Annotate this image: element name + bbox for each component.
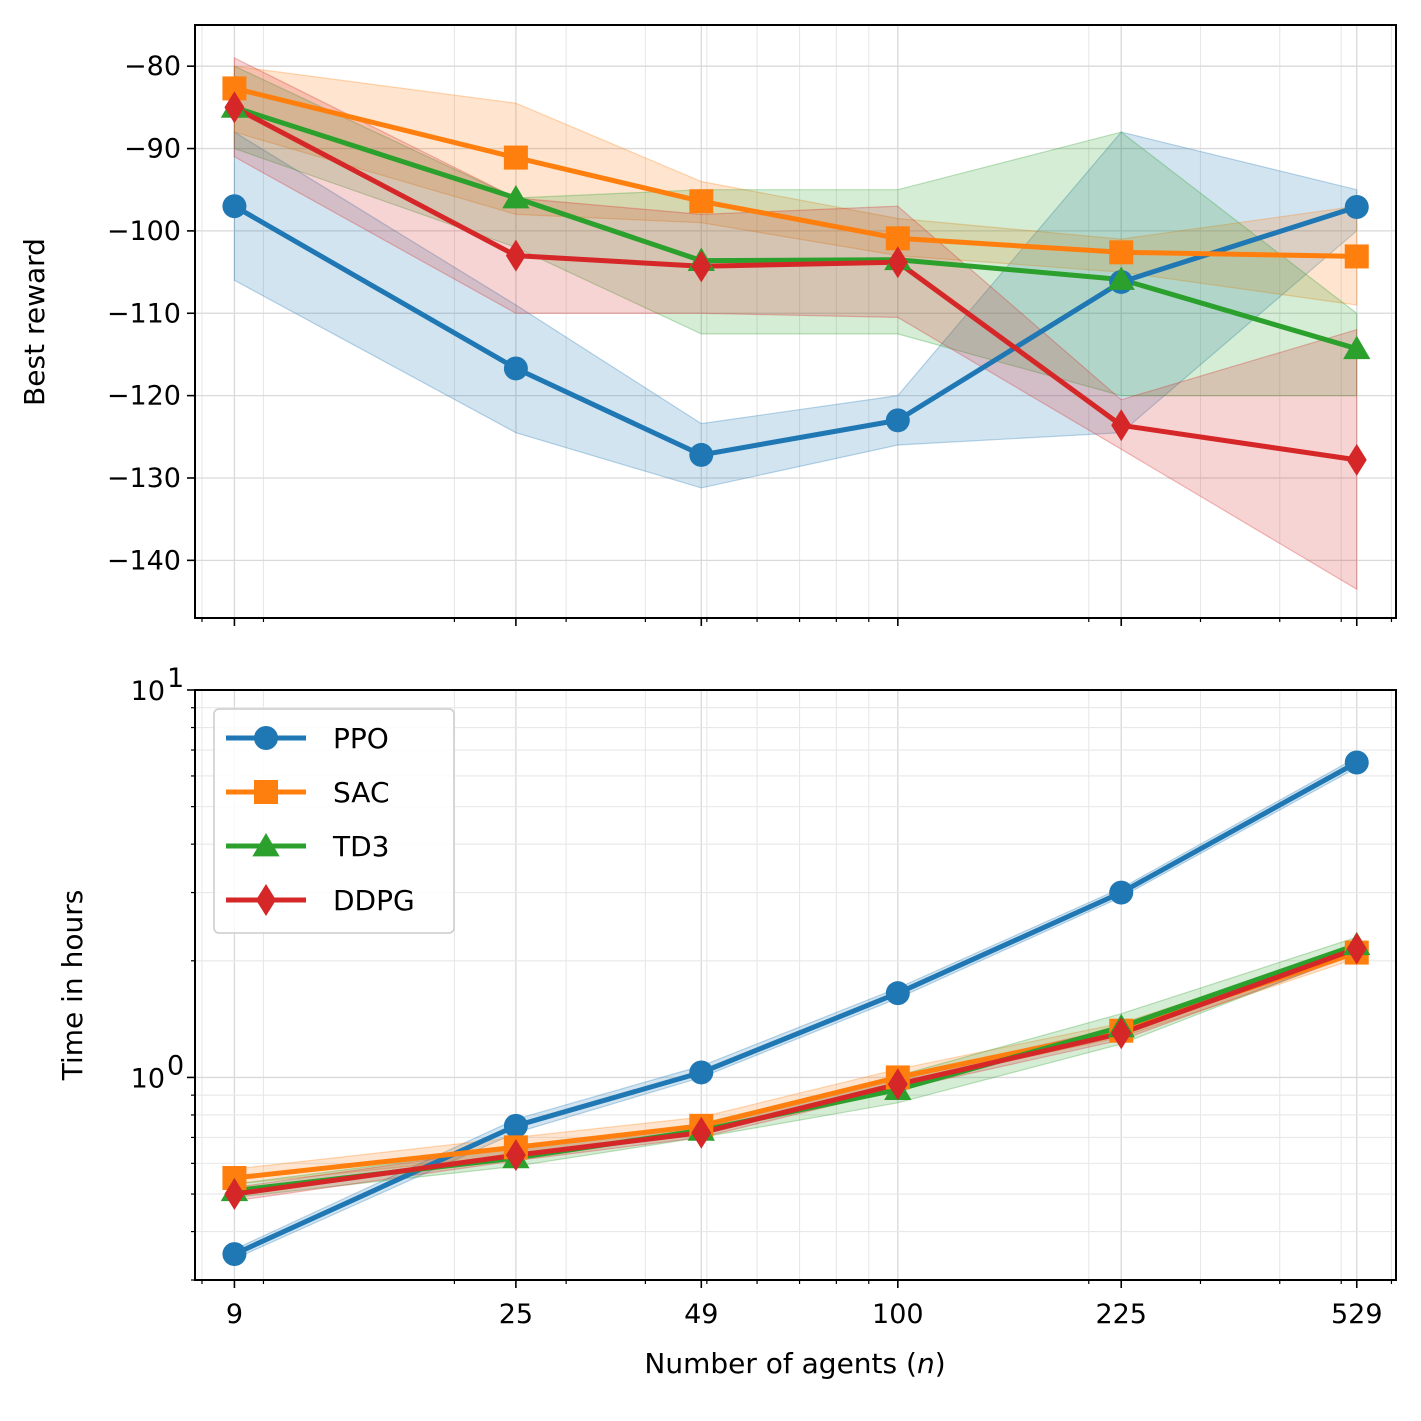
reward-point-sac bbox=[1109, 240, 1134, 265]
legend-item-ddpg: DDPG bbox=[226, 884, 415, 917]
x-tick-label: 529 bbox=[1331, 1299, 1383, 1330]
time-point-ppo bbox=[222, 1242, 247, 1267]
reward-y-tick-label: −140 bbox=[107, 545, 181, 576]
reward-line-td3 bbox=[231, 104, 1360, 352]
reward-point-sac bbox=[503, 145, 528, 170]
time-y-tick-exponent: 0 bbox=[167, 1050, 184, 1081]
reward-point-ddpg bbox=[1111, 409, 1132, 442]
reward-point-ddpg bbox=[887, 246, 908, 279]
time-y-tick-label: 10 bbox=[131, 1063, 165, 1094]
legend-box bbox=[213, 708, 455, 934]
reward-band-ddpg bbox=[233, 56, 1358, 591]
time-point-ppo bbox=[1344, 750, 1369, 775]
reward-point-sac bbox=[689, 189, 714, 214]
x-tick-label: 9 bbox=[226, 1299, 243, 1330]
reward-line-sac bbox=[231, 85, 1360, 259]
legend-item-ppo: PPO bbox=[226, 722, 389, 755]
reward-y-tick-label: −130 bbox=[107, 463, 181, 494]
reward-y-tick-label: −90 bbox=[124, 134, 181, 165]
time-point-ddpg bbox=[691, 1116, 712, 1149]
reward-grid bbox=[195, 25, 1396, 618]
x-tick-label: 100 bbox=[872, 1299, 924, 1330]
legend-label-td3: TD3 bbox=[332, 830, 389, 863]
time-line-ppo bbox=[231, 760, 1360, 1257]
x-tick-label: 25 bbox=[499, 1299, 533, 1330]
reward-y-tick-label: −100 bbox=[107, 216, 181, 247]
reward-y-axis-label: Best reward bbox=[18, 238, 51, 406]
time-series-markers bbox=[220, 750, 1371, 1267]
legend-item-td3: TD3 bbox=[226, 830, 389, 863]
legend-item-sac: SAC bbox=[226, 776, 390, 809]
reward-band-sac bbox=[233, 65, 1358, 306]
reward-y-tick-label: −120 bbox=[107, 381, 181, 412]
reward-point-ppo bbox=[689, 442, 714, 467]
legend-label-ppo: PPO bbox=[333, 722, 389, 755]
legend-marker-ppo bbox=[254, 726, 278, 750]
reward-point-td3 bbox=[1107, 266, 1135, 290]
x-axis-label-variable: n bbox=[917, 1347, 935, 1380]
reward-band-ppo bbox=[233, 131, 1358, 489]
x-axis-label-close: ) bbox=[935, 1347, 946, 1380]
legend-marker-ddpg bbox=[256, 884, 276, 916]
legend: PPO SAC TD3 DDPG bbox=[213, 708, 455, 934]
reward-point-sac bbox=[1344, 244, 1369, 269]
time-line-ddpg bbox=[231, 946, 1360, 1197]
legend-label-sac: SAC bbox=[333, 776, 390, 809]
x-tick-label: 49 bbox=[684, 1299, 718, 1330]
legend-label-ddpg: DDPG bbox=[333, 884, 415, 917]
time-point-ppo bbox=[503, 1113, 528, 1138]
reward-point-td3 bbox=[1343, 335, 1371, 360]
legend-marker-td3 bbox=[252, 833, 280, 857]
reward-point-ddpg bbox=[224, 91, 245, 124]
reward-series-markers bbox=[220, 76, 1371, 476]
reward-point-ppo bbox=[1344, 195, 1369, 220]
x-axis-label: Number of agents (n) bbox=[644, 1347, 945, 1380]
reward-plot-frame bbox=[194, 24, 1397, 619]
time-series-lines bbox=[231, 760, 1360, 1257]
reward-point-ddpg bbox=[505, 239, 526, 272]
time-point-ddpg bbox=[887, 1068, 908, 1101]
time-point-ddpg bbox=[1111, 1017, 1132, 1050]
reward-point-ppo bbox=[222, 194, 247, 219]
time-y-axis-label: Time in hours bbox=[56, 890, 89, 1082]
x-tick-label: 225 bbox=[1095, 1299, 1147, 1330]
legend-marker-sac bbox=[254, 780, 278, 804]
reward-point-ddpg bbox=[691, 250, 712, 283]
time-point-ppo bbox=[689, 1060, 714, 1085]
time-point-ppo bbox=[1109, 880, 1134, 905]
time-axis-ticks: 10 110 09 25 49 100 225 529 bbox=[131, 663, 1393, 1330]
time-point-ddpg bbox=[224, 1178, 245, 1211]
reward-y-tick-label: −80 bbox=[124, 51, 181, 82]
reward-panel: −80 −90 −100 −110 −120 −130 −140 Best reward bbox=[18, 24, 1397, 626]
reward-line-ddpg bbox=[231, 104, 1360, 463]
reward-axis-ticks: −80 −90 −100 −110 −120 −130 −140 bbox=[107, 51, 1393, 626]
x-axis-label-text: Number of agents ( bbox=[644, 1347, 917, 1380]
time-y-tick-label: 10 bbox=[131, 676, 165, 707]
reward-series-lines bbox=[231, 85, 1360, 463]
reward-line-ppo bbox=[231, 203, 1360, 458]
reward-point-ppo bbox=[885, 408, 910, 433]
reward-point-td3 bbox=[502, 184, 530, 209]
reward-point-ppo bbox=[503, 356, 528, 381]
reward-point-ddpg bbox=[1346, 443, 1367, 476]
time-point-ddpg bbox=[505, 1139, 526, 1172]
time-y-tick-exponent: 1 bbox=[167, 663, 184, 694]
time-point-ppo bbox=[885, 981, 910, 1006]
time-plot-frame bbox=[194, 689, 1397, 1281]
time-point-ddpg bbox=[1346, 932, 1367, 965]
reward-y-tick-label: −110 bbox=[107, 298, 181, 329]
time-panel: 10 110 09 25 49 100 225 529 Time in hours Numbe… bbox=[56, 663, 1397, 1380]
